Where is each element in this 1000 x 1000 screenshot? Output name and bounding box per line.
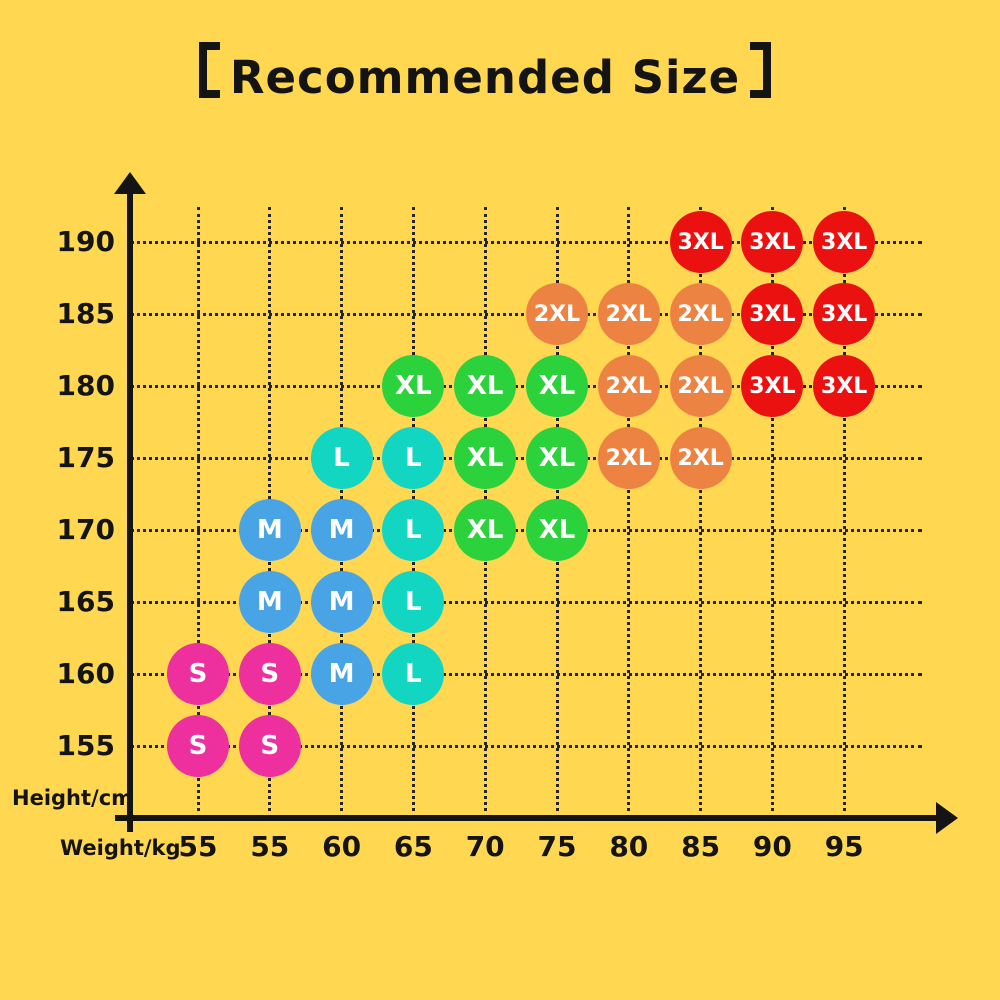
- gridline-vertical: [770, 207, 774, 818]
- x-tick-label: 90: [752, 830, 792, 863]
- gridline-horizontal: [130, 744, 922, 748]
- x-tick-label: 75: [537, 830, 577, 863]
- gridline-horizontal: [130, 672, 922, 676]
- size-bubble: L: [310, 427, 373, 489]
- y-tick-label: 190: [56, 225, 115, 258]
- size-bubble: 2XL: [597, 283, 660, 345]
- gridline-vertical: [196, 207, 200, 818]
- x-tick-label: 60: [322, 830, 362, 863]
- size-bubble: L: [382, 427, 445, 489]
- size-bubble: L: [382, 499, 445, 561]
- x-tick-label: 95: [824, 830, 864, 863]
- x-tick-label: 65: [393, 830, 433, 863]
- x-tick-label: 85: [681, 830, 721, 863]
- size-bubble: XL: [454, 355, 517, 417]
- size-bubble: XL: [526, 355, 588, 417]
- y-tick-label: 155: [56, 729, 115, 762]
- size-bubble: M: [310, 571, 373, 633]
- y-axis-arrow-icon: [114, 172, 146, 194]
- size-bubble: 3XL: [813, 355, 876, 417]
- gridline-vertical: [699, 207, 703, 818]
- x-tick-label: 55: [178, 830, 218, 863]
- y-tick-label: 180: [56, 369, 115, 402]
- size-bubble: M: [238, 499, 301, 561]
- size-bubble: S: [238, 715, 301, 777]
- size-bubble: 3XL: [741, 355, 804, 417]
- size-bubble: XL: [454, 427, 517, 489]
- size-bubble: L: [382, 643, 445, 705]
- x-tick-label: 70: [465, 830, 505, 863]
- size-bubble: XL: [382, 355, 445, 417]
- gridline-vertical: [842, 207, 846, 818]
- title-bracket-right-icon: [750, 42, 772, 98]
- size-bubble: 3XL: [813, 211, 876, 273]
- size-bubble: 2XL: [597, 427, 660, 489]
- chart-title-text: Recommended Size: [229, 51, 741, 104]
- x-axis-line: [115, 815, 940, 821]
- gridline-horizontal: [130, 240, 922, 244]
- x-axis-arrow-icon: [936, 802, 958, 834]
- x-tick-label: 80: [609, 830, 649, 863]
- gridline-horizontal: [130, 600, 922, 604]
- y-tick-label: 170: [56, 513, 115, 546]
- x-axis-title: Weight/kg: [60, 836, 181, 860]
- y-tick-label: 160: [56, 657, 115, 690]
- y-axis-line: [127, 190, 133, 832]
- size-bubble: XL: [526, 499, 588, 561]
- x-tick-label: 55: [250, 830, 290, 863]
- size-bubble: L: [382, 571, 445, 633]
- size-bubble: 3XL: [741, 283, 804, 345]
- size-bubble: 2XL: [526, 283, 588, 345]
- size-bubble: 2XL: [669, 355, 732, 417]
- size-bubble: M: [310, 643, 373, 705]
- title-bracket-left-icon: [198, 42, 220, 98]
- size-bubble: S: [238, 643, 301, 705]
- size-bubble: XL: [454, 499, 517, 561]
- size-bubble: M: [310, 499, 373, 561]
- size-bubble: 2XL: [669, 427, 732, 489]
- size-bubble: 3XL: [669, 211, 732, 273]
- size-bubble: 3XL: [813, 283, 876, 345]
- size-bubble: 2XL: [597, 355, 660, 417]
- size-bubble: 2XL: [669, 283, 732, 345]
- size-bubble: S: [167, 643, 229, 705]
- gridline-vertical: [627, 207, 631, 818]
- chart-title: Recommended Size: [0, 42, 970, 104]
- size-bubble: S: [167, 715, 229, 777]
- size-bubble: XL: [526, 427, 588, 489]
- y-axis-title: Height/cm: [12, 786, 134, 810]
- y-tick-label: 165: [56, 585, 115, 618]
- size-bubble: M: [238, 571, 301, 633]
- y-tick-label: 185: [56, 297, 115, 330]
- size-bubble: 3XL: [741, 211, 804, 273]
- y-tick-label: 175: [56, 441, 115, 474]
